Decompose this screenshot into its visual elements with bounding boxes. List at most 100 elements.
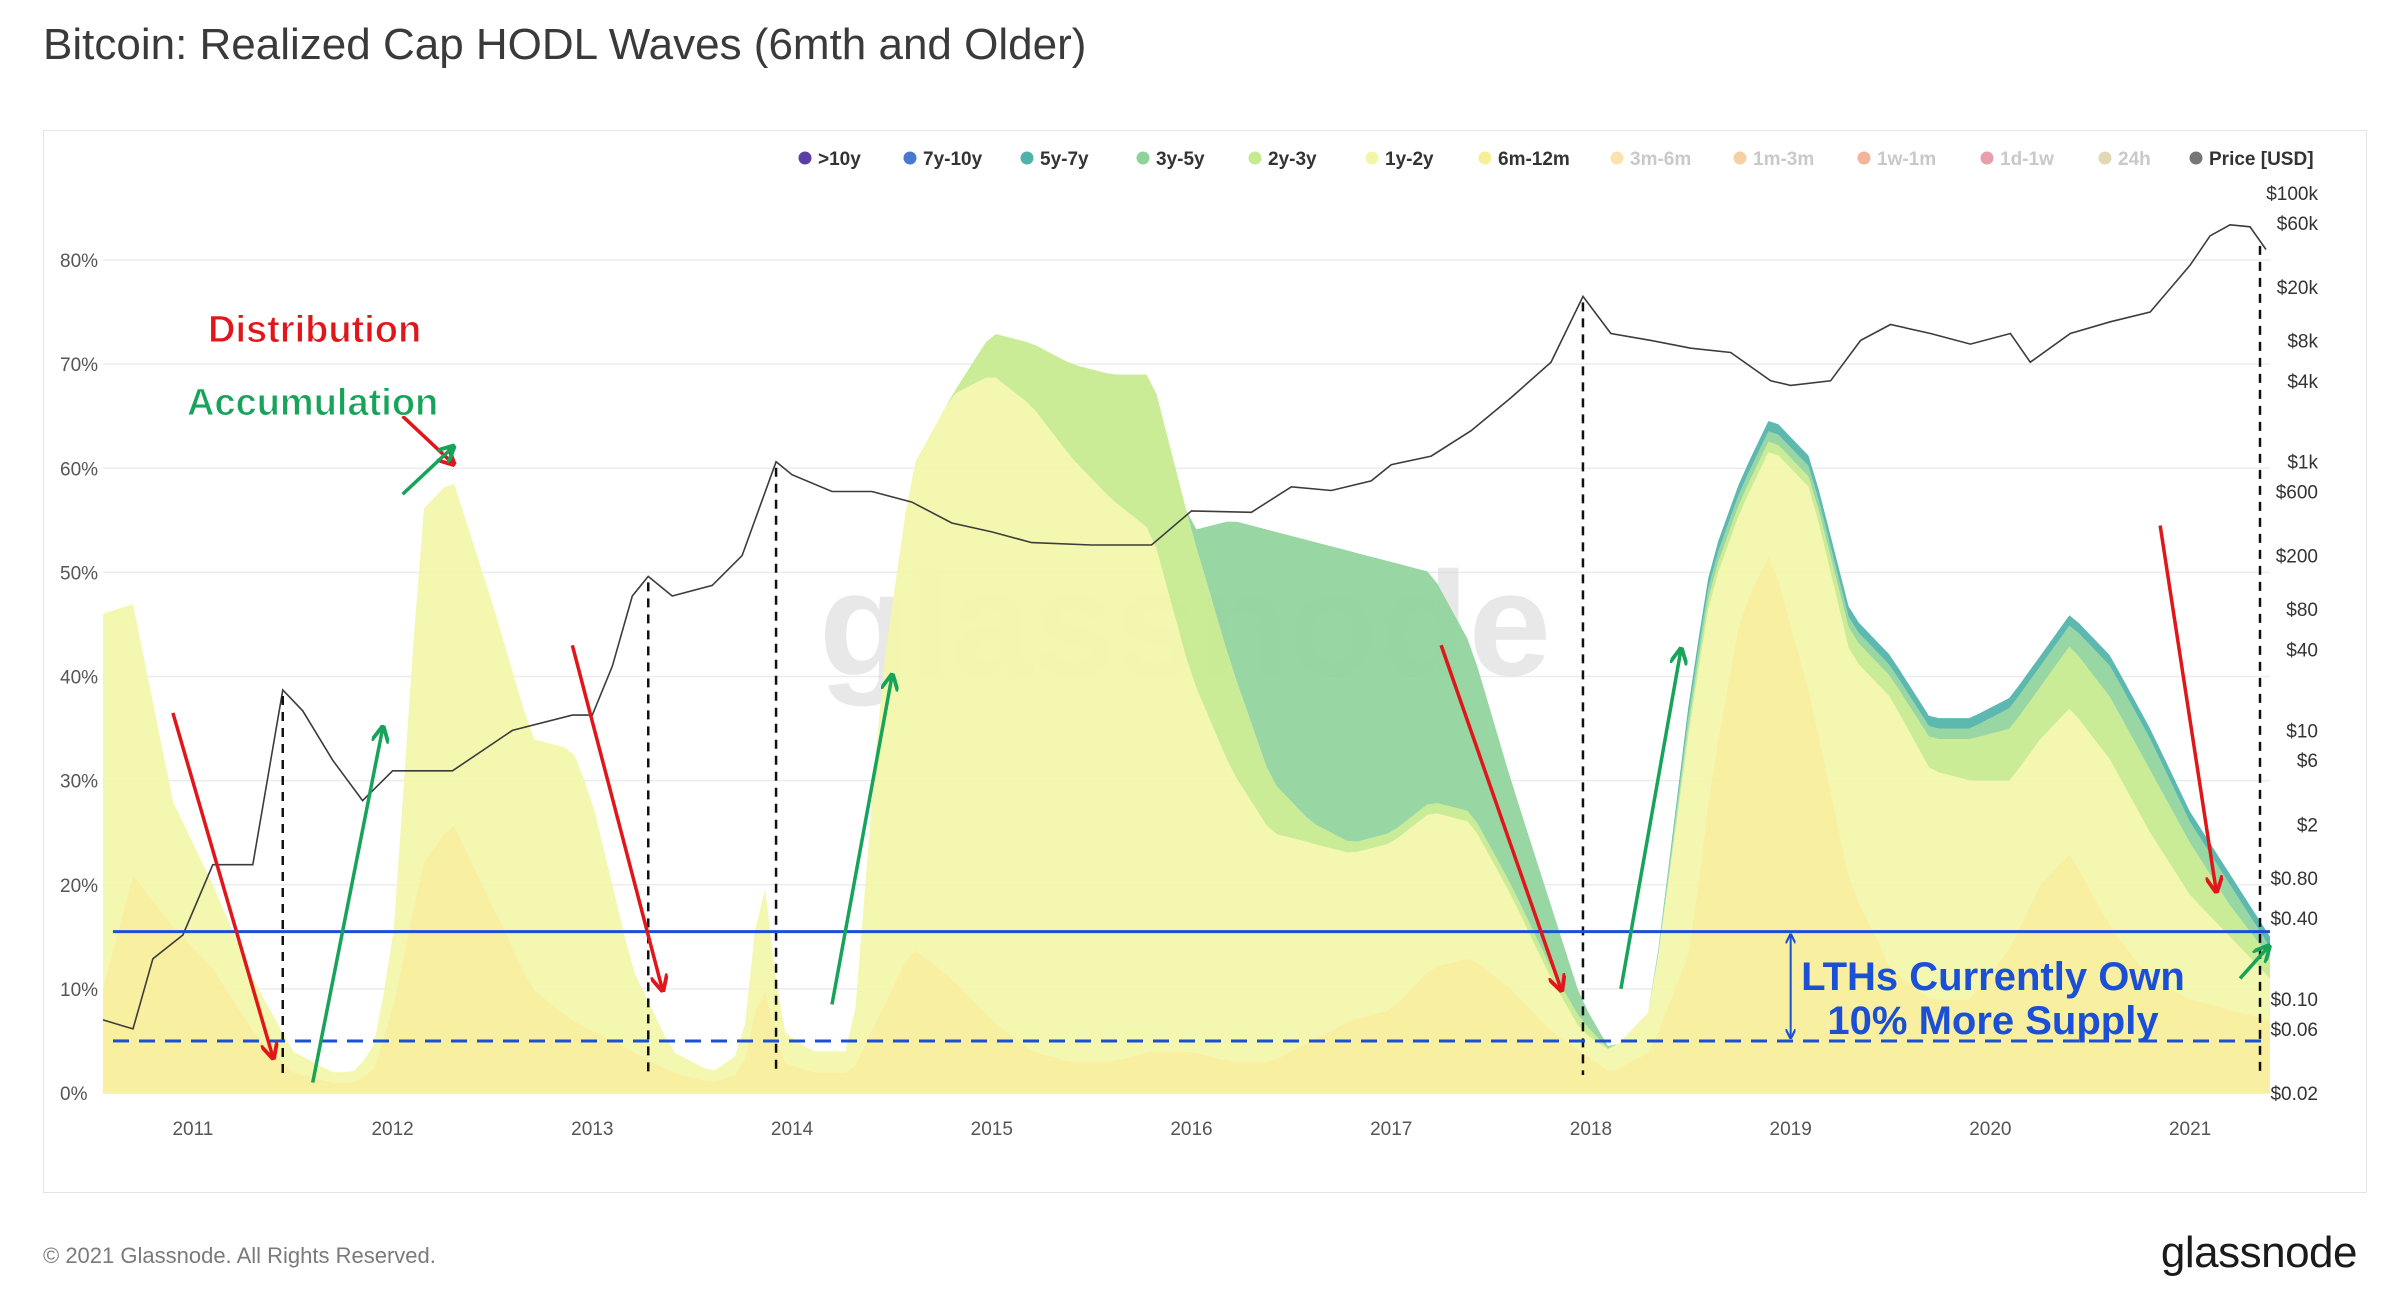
y-tick-label: 20% [60, 876, 98, 897]
y-tick-label: 0% [60, 1084, 88, 1105]
price-series [102, 223, 2267, 1030]
legend-swatch [1610, 151, 1624, 165]
legend-item: 1d-1w [1980, 149, 2054, 170]
y-tick-label: 70% [60, 355, 98, 376]
legend-swatch [1136, 151, 1150, 165]
legend-swatch [1980, 151, 1994, 165]
y-tick-label: 80% [60, 251, 98, 272]
y2-tick-label: $80 [2286, 600, 2318, 621]
legend-swatch [1365, 151, 1379, 165]
legend-swatch [798, 151, 812, 165]
x-tick-label: 2016 [1170, 1119, 1212, 1140]
y2-tick-label: $20k [2277, 278, 2319, 299]
legend-item: 5y-7y [1020, 149, 1089, 170]
x-tick-label: 2011 [172, 1119, 213, 1140]
y2-axis: $0.02 $0.06 $0.10 $0.40 $0.80 $2 $6 $10 $40 $80 $2… [2266, 184, 2318, 1105]
x-tick-label: 2015 [971, 1119, 1013, 1140]
legend-label: 1y-2y [1385, 149, 1434, 170]
y-axis: 0% 10% 20% 30% 40% 50% 60% 70% 80% [60, 251, 98, 1105]
area-1y-2y [103, 377, 2270, 1083]
legend-label: 3m-6m [1630, 149, 1691, 170]
legend-item: 1m-3m [1733, 149, 1814, 170]
accumulation-arrow [401, 447, 453, 496]
legend-item: 7y-10y [903, 149, 983, 170]
area-5y-7y [103, 334, 2270, 1073]
y2-tick-label: $0.02 [2270, 1084, 2318, 1105]
legend-item: 24h [2098, 149, 2151, 170]
copyright: © 2021 Glassnode. All Rights Reserved. [43, 1243, 436, 1268]
y2-tick-label: $60k [2277, 214, 2319, 235]
y2-tick-label: $6 [2297, 751, 2318, 772]
legend-swatch [1020, 151, 1034, 165]
legend-label: Price [USD] [2209, 149, 2314, 170]
legend-item: Price [USD] [2189, 149, 2314, 170]
accumulation-label: Accumulation [187, 382, 438, 424]
legend-item: 2y-3y [1248, 149, 1317, 170]
y2-tick-label: $0.06 [2270, 1020, 2318, 1041]
legend-label: 24h [2118, 149, 2151, 170]
legend-swatch [903, 151, 917, 165]
area-series [103, 334, 2270, 1093]
legend-item: 6m-12m [1478, 149, 1570, 170]
legend-swatch [1248, 151, 1262, 165]
y2-tick-label: $0.10 [2270, 990, 2318, 1011]
y-tick-label: 30% [60, 772, 98, 793]
x-tick-label: 2019 [1770, 1119, 1812, 1140]
x-axis: 2011 2012 2013 2014 2015 2016 2017 2018 2019 2020… [172, 1119, 2211, 1140]
y-tick-label: 50% [60, 563, 98, 584]
accumulation-arrow [2238, 947, 2268, 980]
y-tick-label: 10% [60, 980, 98, 1001]
distribution-label: Distribution [208, 309, 421, 351]
x-tick-label: 2014 [771, 1119, 814, 1140]
legend-swatch [1857, 151, 1871, 165]
y2-tick-label: $10 [2286, 721, 2318, 742]
y2-tick-label: $2 [2297, 815, 2318, 836]
x-tick-label: 2021 [2169, 1119, 2211, 1140]
legend-item: 3m-6m [1610, 149, 1691, 170]
accumulation-arrow [310, 729, 383, 1083]
y-tick-label: 60% [60, 459, 98, 480]
y2-tick-label: $4k [2287, 372, 2318, 393]
legend-label: 1w-1m [1877, 149, 1936, 170]
y2-tick-label: $0.80 [2270, 869, 2318, 890]
legend-label: 2y-3y [1268, 149, 1317, 170]
legend-label: 6m-12m [1498, 149, 1570, 170]
lth-label-line2: 10% More Supply [1827, 999, 2159, 1043]
accumulation-arrow [830, 677, 892, 1005]
legend-item: 3y-5y [1136, 149, 1205, 170]
x-tick-label: 2017 [1370, 1119, 1412, 1140]
price-line [102, 223, 2267, 1030]
y2-tick-label: $600 [2276, 483, 2318, 504]
y-tick-label: 40% [60, 668, 98, 689]
legend-item: >10y [798, 149, 861, 170]
distribution-arrow [1439, 644, 1561, 989]
legend-swatch [2098, 151, 2112, 165]
y2-tick-label: $200 [2276, 547, 2318, 568]
glassnode-logo: glassnode [2160, 1228, 2358, 1277]
accumulation-arrow [1619, 650, 1681, 990]
x-tick-label: 2012 [371, 1119, 413, 1140]
y2-tick-label: $1k [2287, 453, 2318, 474]
legend-swatch [2189, 151, 2203, 165]
y2-tick-label: $8k [2287, 331, 2318, 352]
distribution-arrow [570, 644, 662, 989]
legend-swatch [1733, 151, 1747, 165]
legend-item: 1w-1m [1857, 149, 1936, 170]
legend-label: 7y-10y [923, 149, 983, 170]
y2-tick-label: $0.40 [2270, 909, 2318, 930]
page-title: Bitcoin: Realized Cap HODL Waves (6mth a… [43, 20, 1087, 69]
legend-swatch [1478, 151, 1492, 165]
distribution-arrow [2158, 525, 2216, 890]
area-6m-12m [103, 556, 2270, 1093]
legend-label: 5y-7y [1040, 149, 1089, 170]
legend-label: 1d-1w [2000, 149, 2054, 170]
distribution-arrow [171, 712, 273, 1057]
lth-label-line1: LTHs Currently Own [1801, 955, 2185, 999]
x-tick-label: 2020 [1969, 1119, 2011, 1140]
y2-tick-label: $100k [2266, 184, 2318, 205]
annotations: Distribution Accumulation LTHs Currently O… [187, 309, 2185, 1044]
legend: >10y 7y-10y 5y-7y 3y-5y 2y-3y 1y-2y 6m-12m 3m-6… [798, 149, 2314, 170]
y2-tick-label: $40 [2286, 641, 2318, 662]
x-tick-label: 2013 [571, 1119, 613, 1140]
